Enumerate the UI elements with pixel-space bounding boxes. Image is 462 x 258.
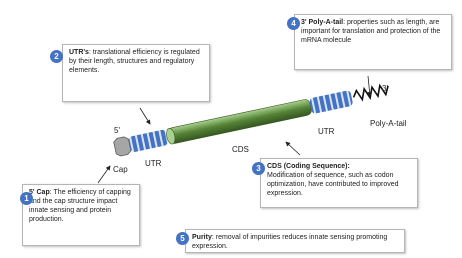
- arrow: [140, 108, 150, 124]
- label: Poly-A-tail: [370, 119, 407, 128]
- info-box: 3' Poly-A-tail: properties such as lengt…: [294, 14, 452, 70]
- box-text: : removal of impurities reduces innate s…: [192, 234, 387, 250]
- label: Cap: [113, 165, 128, 174]
- utr-left-shape: [128, 129, 168, 153]
- box-title: Purity: [192, 234, 212, 241]
- label: UTR: [145, 159, 162, 168]
- box-text: Modification of sequence, such as codon …: [267, 172, 399, 197]
- page: 5' Cap UTR CDS UTR 3' Poly-A-tail 5' Cap…: [0, 0, 462, 258]
- box-title: CDS (Coding Sequence):: [267, 163, 350, 170]
- label: UTR: [318, 127, 335, 136]
- info-box: UTR's: translational efficiency is regul…: [62, 44, 210, 102]
- utr-right-shape: [309, 90, 353, 114]
- arrow: [286, 142, 300, 155]
- step-number: 3: [252, 162, 265, 175]
- box-text: : translational efficiency is regulated …: [69, 49, 200, 74]
- step-number: 5: [176, 232, 189, 245]
- box-title: UTR's: [69, 49, 89, 56]
- label: 5': [114, 126, 120, 135]
- step-number: 2: [50, 50, 63, 63]
- cds-shape: [167, 99, 312, 145]
- arrow: [368, 76, 370, 96]
- label: 3': [382, 84, 388, 93]
- info-box: CDS (Coding Sequence): Modification of se…: [260, 158, 418, 208]
- label: CDS: [232, 145, 249, 154]
- cap-shape: [113, 136, 131, 157]
- arrow: [98, 166, 110, 183]
- step-number: 1: [20, 192, 33, 205]
- box-title: 3' Poly-A-tail: [301, 19, 343, 26]
- step-number: 4: [287, 17, 300, 30]
- info-box: 5' Cap: The efficiency of capping and th…: [22, 184, 140, 246]
- info-box: Purity: removal of impurities reduces in…: [185, 229, 405, 253]
